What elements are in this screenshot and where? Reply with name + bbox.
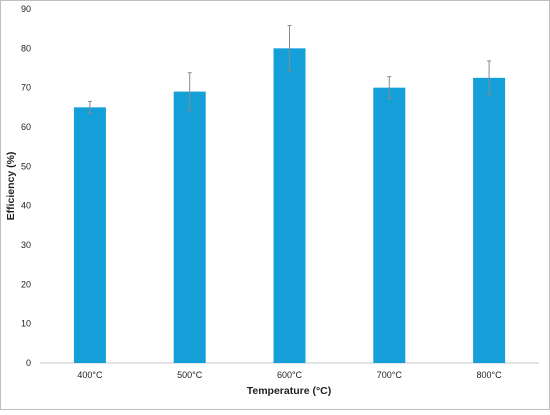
y-tick-label: 30 <box>21 240 31 250</box>
x-tick-label: 500°C <box>177 370 203 380</box>
y-axis-ticks: 0 10 20 30 40 50 60 70 80 90 <box>21 4 31 368</box>
y-tick-label: 10 <box>21 319 31 329</box>
x-axis-title: Temperature (°C) <box>247 385 332 397</box>
y-tick-label: 50 <box>21 161 31 171</box>
y-tick-label: 70 <box>21 83 31 93</box>
error-bars <box>87 25 492 114</box>
x-tick-label: 400°C <box>77 370 103 380</box>
y-tick-label: 90 <box>21 4 31 14</box>
bar <box>273 48 306 363</box>
bars <box>73 48 506 364</box>
y-tick-label: 20 <box>21 279 31 289</box>
y-axis-title: Efficiency (%) <box>5 152 17 221</box>
bar <box>173 91 206 363</box>
x-axis-ticks: 400°C 500°C 600°C 700°C 800°C <box>77 370 502 380</box>
bar <box>73 107 106 363</box>
y-tick-label: 80 <box>21 43 31 53</box>
x-tick-label: 800°C <box>477 370 503 380</box>
bar <box>473 77 506 363</box>
y-tick-label: 40 <box>21 201 31 211</box>
y-tick-label: 60 <box>21 122 31 132</box>
bar <box>373 87 406 364</box>
x-tick-label: 600°C <box>277 370 303 380</box>
x-tick-label: 700°C <box>377 370 403 380</box>
y-tick-label: 0 <box>26 358 31 368</box>
